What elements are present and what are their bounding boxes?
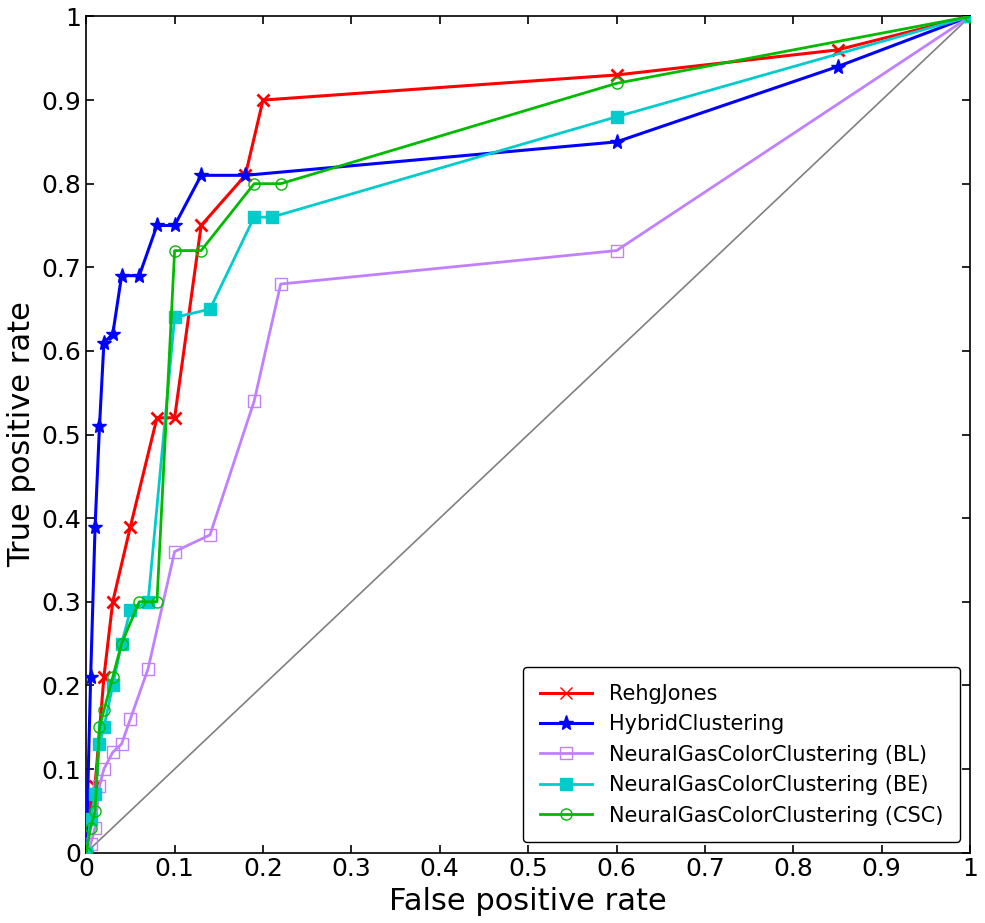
Legend: RehgJones, HybridClustering, NeuralGasColorClustering (BL), NeuralGasColorCluste: RehgJones, HybridClustering, NeuralGasCo…	[523, 667, 959, 842]
X-axis label: False positive rate: False positive rate	[389, 887, 667, 916]
Y-axis label: True positive rate: True positive rate	[7, 302, 35, 568]
